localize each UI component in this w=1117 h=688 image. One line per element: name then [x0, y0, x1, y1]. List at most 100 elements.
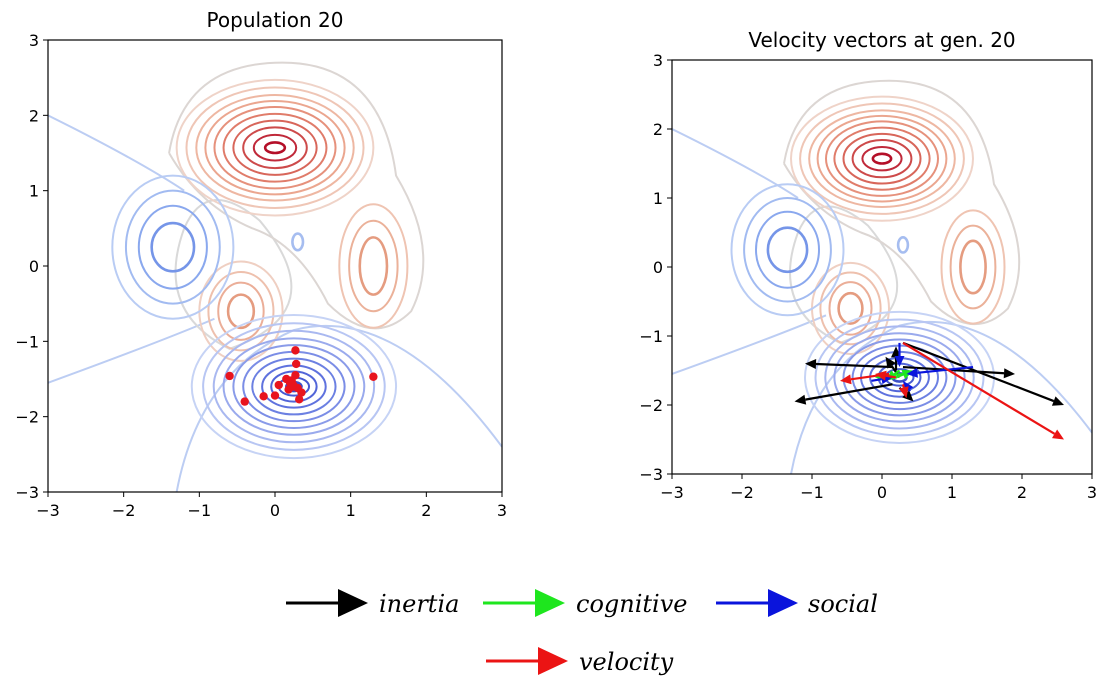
contour-line — [871, 152, 893, 165]
contour-line — [851, 139, 913, 179]
contour-line — [217, 281, 265, 341]
velocity-vector-shaft — [901, 384, 905, 388]
contour-line — [137, 204, 208, 290]
contour-line — [842, 132, 922, 185]
contour-line — [842, 338, 957, 417]
x-tick-label: 0 — [877, 483, 887, 502]
contour-line — [232, 119, 318, 176]
x-tick-label: −2 — [730, 483, 754, 502]
contour-line — [124, 189, 221, 305]
contour-line — [190, 313, 398, 460]
contour-line — [185, 86, 365, 209]
legend-label-velocity: velocity — [579, 648, 674, 676]
velocity-vector-head — [898, 386, 909, 399]
velocity-vector-head — [840, 374, 852, 385]
contour-line — [672, 128, 799, 199]
particle-point — [369, 372, 378, 381]
contour-line — [949, 224, 997, 310]
contour-line — [48, 114, 185, 192]
x-tick-label: −1 — [188, 501, 212, 520]
velocity-vector-shaft — [885, 374, 897, 379]
inertia-vector — [794, 383, 893, 405]
contour-line — [824, 325, 975, 430]
x-tick-label: 3 — [497, 501, 507, 520]
contour-line — [207, 271, 275, 352]
inertia-vector-shaft — [815, 362, 893, 369]
legend-arrowhead-cognitive — [535, 589, 565, 617]
inertia-vector-head — [805, 359, 817, 370]
x-tick-label: −3 — [660, 483, 684, 502]
cognitive-vector-shaft — [895, 373, 904, 379]
contour-line — [251, 357, 337, 416]
particle-point — [291, 346, 300, 355]
contour-line — [959, 239, 987, 295]
contour-line — [348, 219, 399, 313]
contour-line — [816, 114, 948, 203]
contour-line — [837, 291, 864, 325]
particle-point — [288, 380, 298, 390]
velocity-vectors — [794, 341, 1064, 440]
particle-point — [240, 397, 249, 406]
contour-line — [833, 332, 966, 423]
legend-arrowhead-social — [768, 589, 798, 617]
contour-line — [814, 318, 985, 437]
contour-line — [799, 102, 965, 215]
contour-line — [198, 260, 284, 362]
contour-line — [168, 61, 425, 330]
contour-line — [790, 95, 974, 222]
contour-line — [204, 100, 346, 196]
contour-line — [828, 281, 873, 336]
velocity-vector — [875, 370, 897, 381]
y-tick-label: 0 — [653, 258, 663, 277]
contour-line — [766, 226, 809, 274]
contour-line — [861, 145, 903, 172]
social-vector-shaft — [917, 365, 974, 374]
cognitive-vector-shaft — [893, 369, 901, 376]
velocity-vector-shaft — [902, 341, 1056, 435]
population-panel: Population 20 −3 −2 −1 0 1 2 3 −3 −2 −1 0 1 2 3 — [15, 8, 507, 520]
contour-line — [213, 106, 337, 190]
legend-item-social: social — [716, 589, 878, 618]
contour-line — [226, 293, 256, 330]
social-vector-shaft — [908, 389, 911, 392]
inertia-vector-head — [1003, 368, 1015, 379]
particle-point — [295, 395, 304, 404]
inertia-vector-shaft — [805, 383, 893, 401]
contour-line — [755, 210, 820, 289]
contour-line — [212, 329, 376, 444]
contour-line — [195, 93, 355, 202]
x-tick-label: 1 — [947, 483, 957, 502]
contour-line — [811, 261, 890, 355]
y-tick-label: 3 — [653, 51, 663, 70]
velocity-vector — [898, 384, 909, 399]
legend-label-social: social — [808, 590, 878, 618]
contour-line — [291, 232, 305, 252]
particle-point — [270, 391, 280, 400]
legend-item-velocity: velocity — [486, 647, 674, 676]
contour-line — [819, 271, 882, 346]
legend-arrowhead-velocity — [538, 647, 568, 675]
y-tick-label: −3 — [639, 465, 663, 484]
y-tick-label: 2 — [29, 106, 39, 125]
inertia-vector — [805, 359, 893, 370]
x-tick-label: −1 — [800, 483, 824, 502]
x-tick-label: 2 — [1017, 483, 1027, 502]
x-tick-label: −3 — [36, 501, 60, 520]
contour-line — [833, 126, 931, 191]
contour-line — [175, 78, 375, 217]
contour-line — [174, 198, 293, 350]
y-tick-label: −2 — [639, 396, 663, 415]
x-tick-label: 3 — [1087, 483, 1097, 502]
y-tick-label: 3 — [29, 31, 39, 50]
contour-line — [222, 112, 328, 183]
axis-ticks: −3 −2 −1 0 1 2 3 −3 −2 −1 0 1 2 3 — [639, 51, 1097, 502]
contour-line — [896, 236, 910, 254]
velocity-title: Velocity vectors at gen. 20 — [748, 28, 1015, 52]
contour-line — [825, 120, 939, 197]
contour-line — [789, 205, 899, 344]
contour-line — [358, 236, 389, 296]
contour-line — [808, 109, 956, 208]
contour-line — [242, 126, 308, 170]
social-vector — [894, 342, 905, 368]
y-tick-label: 0 — [29, 257, 39, 276]
